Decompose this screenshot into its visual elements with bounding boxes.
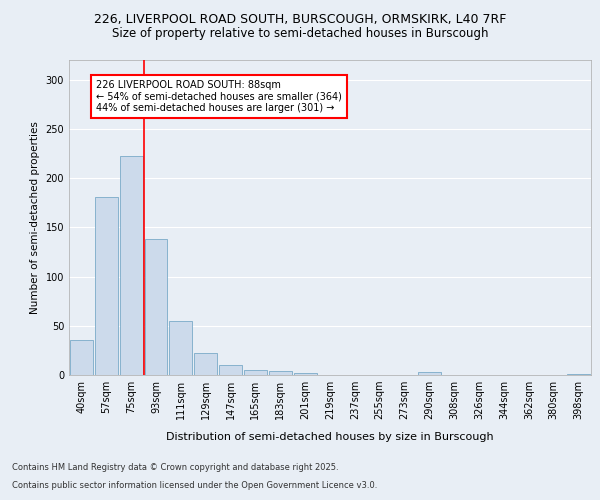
Text: 226, LIVERPOOL ROAD SOUTH, BURSCOUGH, ORMSKIRK, L40 7RF: 226, LIVERPOOL ROAD SOUTH, BURSCOUGH, OR…	[94, 12, 506, 26]
Bar	[70, 340, 93, 375]
Text: Contains HM Land Registry data © Crown copyright and database right 2025.: Contains HM Land Registry data © Crown c…	[12, 464, 338, 472]
Bar	[194, 354, 217, 375]
Text: Contains public sector information licensed under the Open Government Licence v3: Contains public sector information licen…	[12, 481, 377, 490]
Y-axis label: Number of semi-detached properties: Number of semi-detached properties	[30, 121, 40, 314]
Text: 226 LIVERPOOL ROAD SOUTH: 88sqm
← 54% of semi-detached houses are smaller (364)
: 226 LIVERPOOL ROAD SOUTH: 88sqm ← 54% of…	[97, 80, 342, 113]
Bar	[269, 371, 292, 375]
Bar	[95, 197, 118, 375]
Bar	[294, 373, 317, 375]
Bar	[567, 374, 590, 375]
Bar	[120, 156, 143, 375]
Bar	[145, 239, 167, 375]
Bar	[244, 370, 267, 375]
Bar	[418, 372, 441, 375]
Bar	[169, 321, 192, 375]
Text: Distribution of semi-detached houses by size in Burscough: Distribution of semi-detached houses by …	[166, 432, 494, 442]
Text: Size of property relative to semi-detached houses in Burscough: Size of property relative to semi-detach…	[112, 28, 488, 40]
Bar	[219, 365, 242, 375]
